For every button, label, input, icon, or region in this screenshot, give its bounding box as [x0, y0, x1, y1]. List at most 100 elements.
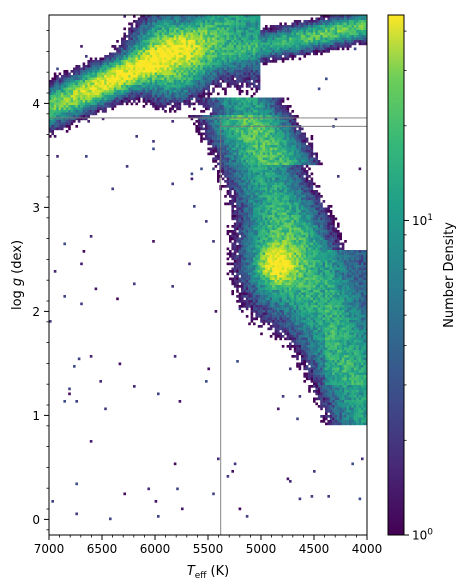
heatmap-cell — [166, 87, 170, 91]
heatmap-cell — [298, 172, 302, 176]
heatmap-cell — [305, 200, 309, 203]
heatmap-cell — [267, 147, 270, 151]
heatmap-cell — [296, 115, 299, 118]
heatmap-cell — [262, 120, 266, 123]
heatmap-cell — [125, 97, 129, 101]
heatmap-cell — [147, 32, 150, 36]
heatmap-cell — [94, 105, 98, 108]
heatmap-cell — [164, 77, 167, 81]
heatmap-cell — [92, 67, 95, 71]
heatmap-cell — [133, 20, 136, 23]
heatmap-cell — [221, 40, 225, 43]
heatmap-cell — [224, 117, 227, 121]
heatmap-cell — [298, 185, 302, 188]
heatmap-cell — [190, 95, 194, 98]
heatmap-cell — [190, 35, 194, 38]
heatmap-cell — [169, 77, 172, 81]
heatmap-cell — [197, 75, 201, 78]
heatmap-cell — [224, 77, 227, 81]
heatmap-cell — [207, 95, 210, 98]
heatmap-cell — [363, 42, 366, 46]
heatmap-cell — [214, 160, 218, 163]
heatmap-cell — [217, 25, 220, 28]
heatmap-cell — [152, 20, 155, 23]
heatmap-cell — [269, 45, 273, 48]
heatmap-cell — [255, 135, 258, 138]
heatmap-cell — [286, 205, 290, 208]
heatmap-cell — [257, 167, 261, 171]
heatmap-cell — [53, 87, 57, 91]
heatmap-cell — [154, 35, 158, 38]
heatmap-cell — [253, 120, 256, 123]
heatmap-cell — [188, 35, 191, 38]
heatmap-cell — [291, 130, 294, 133]
heatmap-cell — [176, 30, 179, 33]
heatmap-cell — [176, 40, 179, 43]
heatmap-cell — [123, 97, 126, 101]
heatmap-cell — [255, 35, 258, 38]
heatmap-cell — [257, 52, 261, 56]
heatmap-cell — [80, 100, 83, 103]
heatmap-cell — [231, 30, 234, 33]
heatmap-cell — [217, 17, 220, 21]
heatmap-cell — [145, 90, 148, 93]
heatmap-cell — [365, 30, 367, 33]
heatmap-cell — [166, 32, 170, 36]
heatmap-cell — [245, 147, 249, 151]
heatmap-cell — [82, 102, 86, 106]
heatmap-cell — [185, 87, 189, 91]
heatmap-cell — [229, 175, 232, 178]
heatmap-cell — [101, 102, 105, 106]
heatmap-cell — [241, 142, 244, 146]
heatmap-cell — [171, 182, 174, 186]
heatmap-cell — [125, 87, 129, 91]
heatmap-cell — [245, 150, 249, 153]
heatmap-cell — [353, 42, 357, 46]
heatmap-cell — [154, 55, 158, 58]
heatmap-cell — [92, 65, 95, 68]
heatmap-cell — [142, 32, 146, 36]
heatmap-cell — [207, 117, 210, 121]
heatmap-cell — [308, 182, 311, 186]
heatmap-cell — [133, 52, 136, 56]
heatmap-cell — [284, 40, 287, 43]
heatmap-cell — [149, 60, 153, 63]
heatmap-cell — [279, 25, 282, 28]
heatmap-cell — [140, 25, 143, 28]
heatmap-cell — [267, 182, 270, 186]
heatmap-cell — [200, 67, 203, 71]
heatmap-cell — [293, 190, 297, 193]
heatmap-cell — [339, 30, 342, 33]
heatmap-cell — [63, 90, 66, 93]
heatmap-cell — [277, 172, 280, 176]
heatmap-cell — [219, 100, 222, 103]
heatmap-cell — [113, 97, 117, 101]
heatmap-cell — [301, 137, 304, 141]
heatmap-cell — [233, 97, 237, 101]
heatmap-cell — [293, 202, 297, 206]
heatmap-cell — [229, 117, 232, 121]
heatmap-cell — [248, 20, 251, 23]
heatmap-cell — [113, 65, 117, 68]
heatmap-cell — [145, 87, 148, 91]
heatmap-cell — [291, 110, 294, 113]
heatmap-cell — [200, 97, 203, 101]
heatmap-cell — [195, 72, 198, 76]
heatmap-cell — [125, 47, 129, 51]
heatmap-cell — [137, 32, 141, 36]
heatmap-cell — [87, 65, 90, 68]
heatmap-cell — [231, 165, 234, 168]
heatmap-cell — [200, 100, 203, 103]
heatmap-cell — [183, 45, 186, 48]
heatmap-cell — [293, 172, 297, 176]
heatmap-cell — [265, 175, 268, 178]
heatmap-cell — [123, 32, 126, 36]
heatmap-cell — [322, 42, 326, 46]
heatmap-cell — [267, 55, 270, 58]
heatmap-cell — [245, 60, 249, 63]
heatmap-cell — [205, 75, 208, 78]
heatmap-cell — [217, 120, 220, 123]
heatmap-cell — [286, 25, 290, 28]
heatmap-cell — [111, 75, 114, 78]
heatmap-cell — [116, 50, 119, 53]
